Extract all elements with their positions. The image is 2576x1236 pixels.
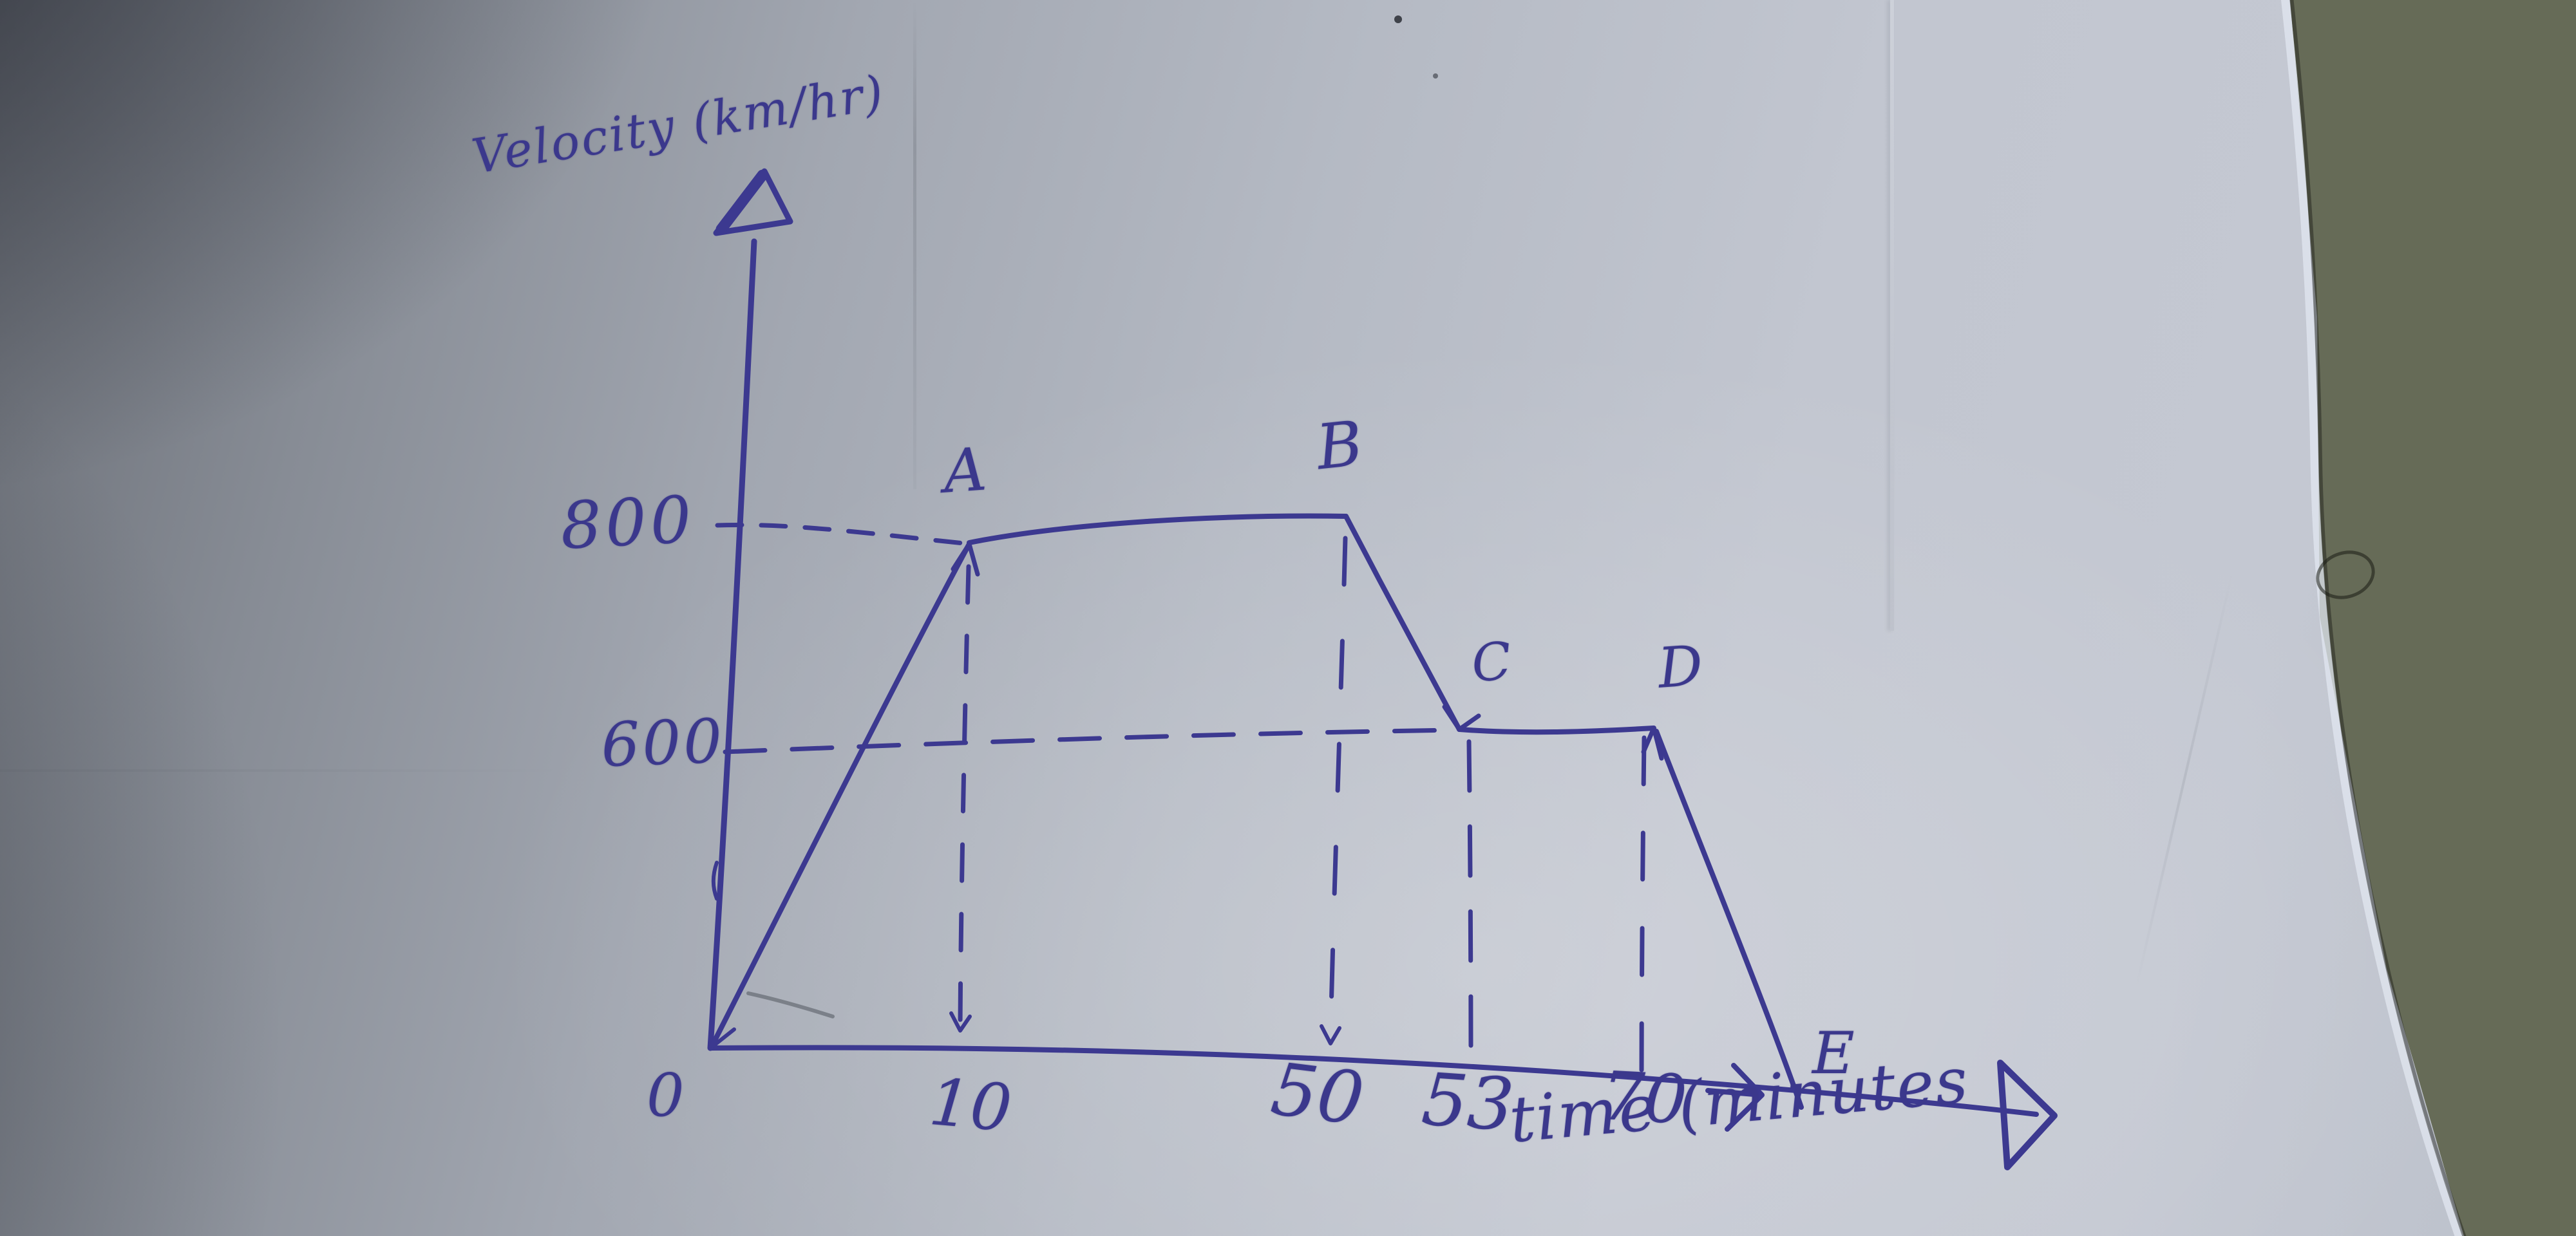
x-tick-label-50: 50 [1267, 1047, 1368, 1142]
y-tick-label-800: 800 [558, 482, 697, 564]
point-a-arrow-tip [951, 541, 980, 577]
ink-speck [1433, 73, 1438, 79]
point-label-d: D [1656, 633, 1705, 701]
fabric-scribble [2316, 550, 2375, 599]
dashed-vertical-10-arrow [949, 1011, 972, 1033]
dashed-line-800 [715, 522, 967, 546]
pencil-smudge [746, 991, 835, 1018]
dashed-vertical-70 [1639, 735, 1647, 1091]
segment-o-a [710, 541, 972, 1048]
point-label-e: E [1812, 1020, 1855, 1087]
x-axis-line [708, 1045, 2039, 1117]
y-tick-label-600: 600 [600, 706, 726, 781]
arrow-to-e [1705, 1063, 1765, 1132]
y-axis-arrowhead-shade [715, 169, 768, 235]
y-axis-small-tick [711, 861, 719, 901]
segment-d-e [1654, 729, 1804, 1110]
dashed-vertical-50-arrow [1320, 1024, 1341, 1045]
dashed-vertical-50 [1328, 536, 1348, 1044]
ink-speck [1394, 15, 1402, 23]
dashed-line-600 [723, 727, 1459, 754]
point-label-c: C [1469, 630, 1514, 694]
point-label-b: B [1313, 407, 1367, 484]
x-tick-label-53: 53 [1419, 1058, 1517, 1148]
dashed-vertical-10 [958, 564, 971, 1030]
segment-b-c [1343, 514, 1462, 732]
y-axis-line [707, 238, 757, 1051]
x-axis-arrowhead [1997, 1060, 2058, 1170]
dashed-vertical-53 [1466, 739, 1473, 1062]
segment-c-d [1457, 726, 1656, 735]
x-tick-label-10: 10 [926, 1064, 1015, 1147]
x-tick-label-0: 0 [647, 1061, 685, 1130]
segment-a-b [967, 513, 1349, 545]
paper-edge-highlight [2281, 0, 2464, 1236]
point-label-a: A [941, 435, 989, 507]
paper-edge-seam [2289, 0, 2467, 1236]
